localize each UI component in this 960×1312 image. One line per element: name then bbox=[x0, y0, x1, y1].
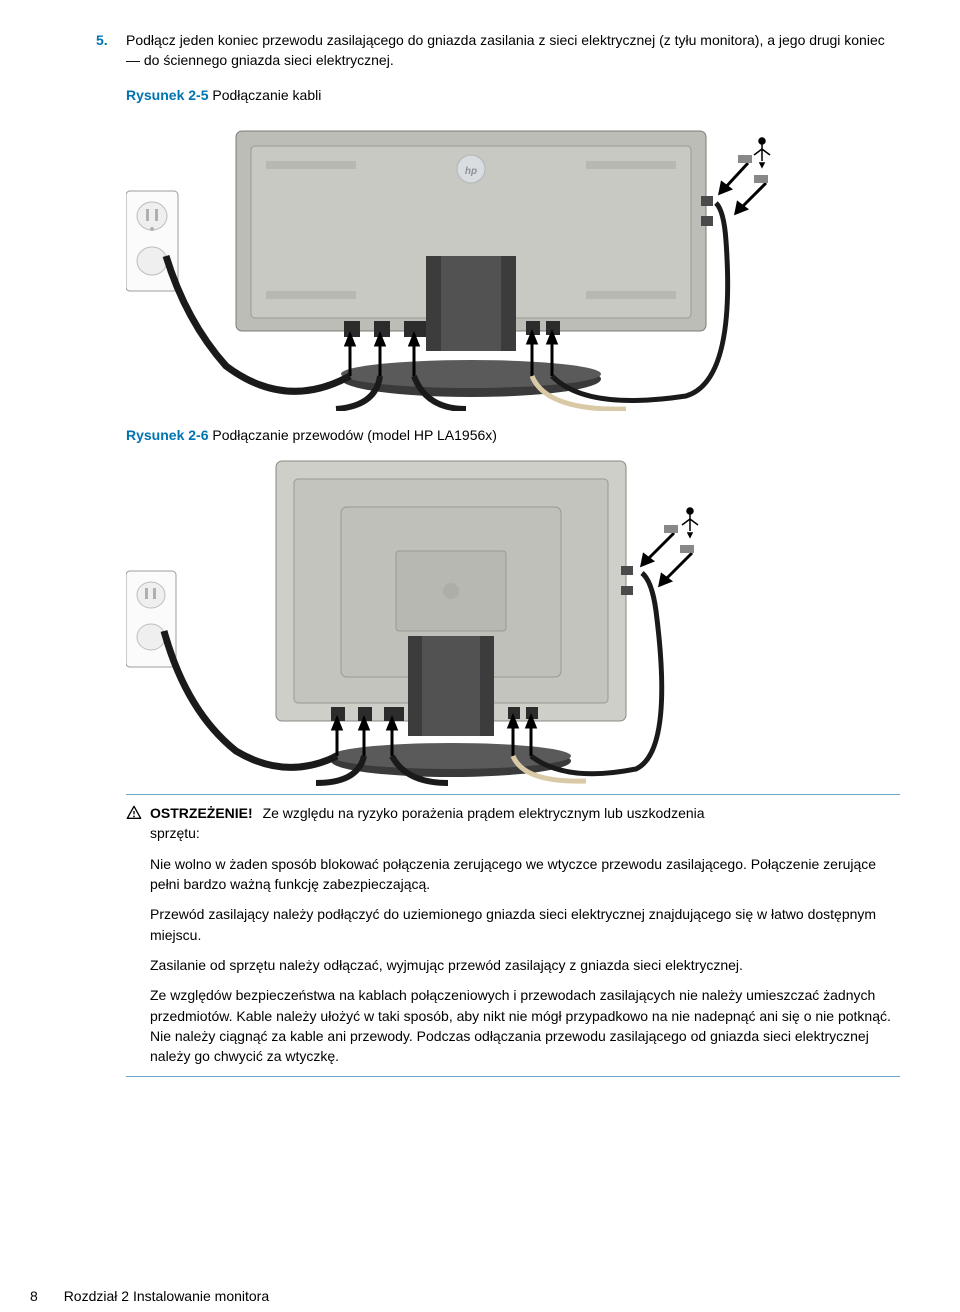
chapter-title: Rozdział 2 Instalowanie monitora bbox=[64, 1288, 269, 1304]
warning-header: OSTRZEŻENIE! Ze względu na ryzyko poraże… bbox=[126, 803, 900, 823]
warning-lead-text-2: sprzętu: bbox=[150, 823, 900, 843]
warning-paragraph: Nie wolno w żaden sposób blokować połącz… bbox=[150, 854, 900, 895]
figure-1-label: Rysunek 2-5 bbox=[126, 87, 208, 103]
warning-icon bbox=[126, 805, 142, 821]
figure-1-desc: Podłączanie kabli bbox=[208, 87, 321, 103]
warning-label: OSTRZEŻENIE! bbox=[150, 805, 253, 821]
warning-box: OSTRZEŻENIE! Ze względu na ryzyko poraże… bbox=[126, 794, 900, 1077]
monitor-wide-illustration: hp bbox=[126, 111, 826, 411]
svg-text:hp: hp bbox=[465, 166, 477, 177]
warning-lead-text: Ze względu na ryzyko porażenia prądem el… bbox=[263, 805, 705, 821]
page-footer: 8 Rozdział 2 Instalowanie monitora bbox=[30, 1286, 269, 1306]
figure-2-desc: Podłączanie przewodów (model HP LA1956x) bbox=[208, 427, 496, 443]
figure-2-label: Rysunek 2-6 bbox=[126, 427, 208, 443]
warning-paragraph: Ze względów bezpieczeństwa na kablach po… bbox=[150, 985, 900, 1066]
warning-body: sprzętu: Nie wolno w żaden sposób blokow… bbox=[150, 823, 900, 1066]
figure-1-caption: Rysunek 2-5 Podłączanie kabli bbox=[126, 85, 900, 105]
figure-1-illustration: hp bbox=[126, 111, 900, 411]
warning-paragraph: Przewód zasilający należy podłączyć do u… bbox=[150, 904, 900, 945]
step-number: 5. bbox=[96, 30, 114, 71]
instruction-step: 5. Podłącz jeden koniec przewodu zasilaj… bbox=[96, 30, 900, 71]
monitor-square-illustration bbox=[126, 451, 826, 786]
warning-paragraph: Zasilanie od sprzętu należy odłączać, wy… bbox=[150, 955, 900, 975]
page-number: 8 bbox=[30, 1288, 38, 1304]
warning-lead-line: OSTRZEŻENIE! Ze względu na ryzyko poraże… bbox=[150, 803, 705, 823]
figure-2-caption: Rysunek 2-6 Podłączanie przewodów (model… bbox=[126, 425, 900, 445]
step-text: Podłącz jeden koniec przewodu zasilające… bbox=[126, 30, 900, 71]
figure-2-illustration bbox=[126, 451, 900, 786]
